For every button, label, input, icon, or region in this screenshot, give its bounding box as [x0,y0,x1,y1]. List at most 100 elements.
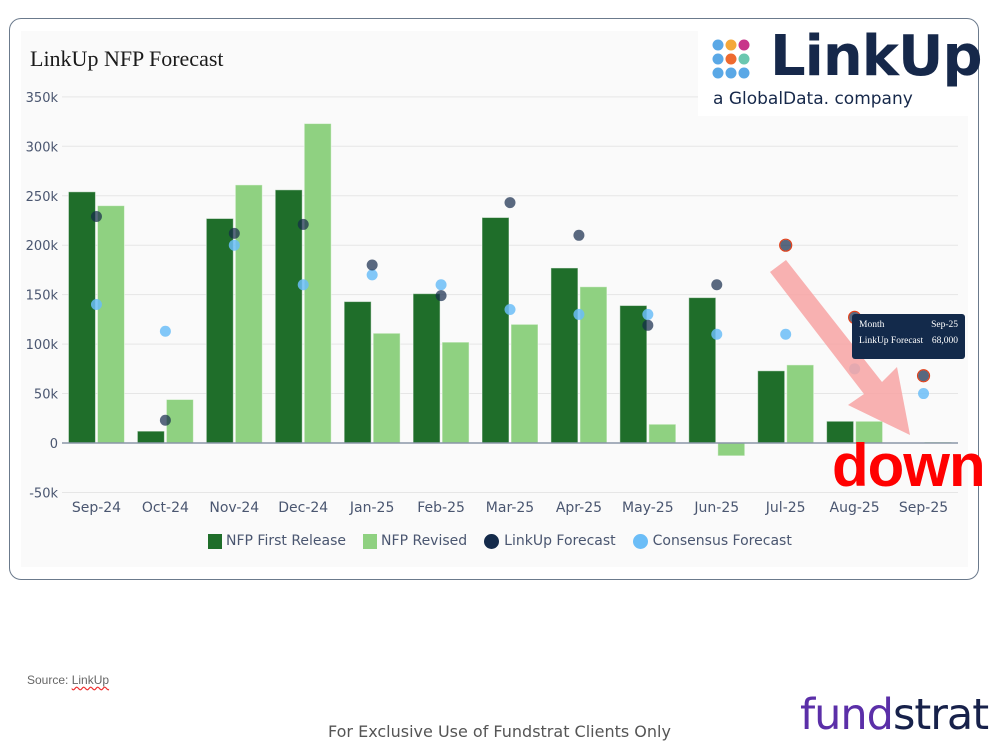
legend-dot-icon [484,533,500,549]
y-tick-label: 150k [26,289,59,304]
linkup-forecast-point [642,319,654,331]
x-tick-label: Jul-25 [765,500,806,516]
legend-label: NFP Revised [381,533,468,549]
linkup-forecast-point [573,229,585,241]
highlight-ring-icon [916,369,931,383]
linkup-forecast-point [918,370,930,382]
bar-first-release [274,189,303,444]
linkup-forecast-point [780,239,792,251]
bar-first-release [481,217,510,444]
x-tick-label: Sep-25 [899,500,948,516]
legend-item-linkup-forecast[interactable]: LinkUp Forecast [484,533,616,549]
x-tick-label: Feb-25 [417,500,465,516]
bar-first-release [757,370,786,444]
legend-swatch-icon [208,533,222,549]
consensus-forecast-point [228,239,240,251]
bar-revised [717,442,746,457]
legend-label: Consensus Forecast [652,533,792,549]
x-tick-label: Sep-24 [72,500,121,516]
linkup-forecast-point [711,279,723,291]
fundstrat-logo: fundstrat [800,694,989,737]
highlight-ring-icon [779,238,793,252]
linkup-forecast-point [228,227,240,239]
consensus-forecast-point [366,269,378,281]
source-prefix: Source: [27,673,69,687]
bar-revised [165,398,194,444]
linkup-forecast-point [159,414,171,426]
down-annotation: down [832,432,986,499]
bar-revised [648,423,677,444]
hover-tooltip: Month Sep-25 LinkUp Forecast 68,000 [852,314,965,359]
bar-revised [510,323,539,444]
bar-revised [579,286,608,444]
legend-dot-icon [632,533,648,549]
chart-title: LinkUp NFP Forecast [30,46,224,71]
source-link[interactable]: LinkUp [71,673,110,687]
legend-item-revised[interactable]: NFP Revised [363,533,467,549]
consensus-forecast-point [642,308,654,320]
bar-revised [303,123,332,444]
consensus-forecast-point [297,279,309,291]
y-tick-label: 350k [26,91,59,106]
y-tick-label: 100k [26,338,59,353]
linkup-logo-tagline: a GlobalData. company [713,89,913,109]
source-note: Source: LinkUp [27,673,109,687]
consensus-forecast-point [159,325,171,337]
linkup-forecast-point [366,259,378,271]
linkup-logo-text: LinkUp [770,24,983,89]
consensus-forecast-point [780,328,792,340]
bar-first-release [688,297,717,444]
tooltip-forecast-label: LinkUp Forecast [859,336,924,346]
tooltip-month-value: Sep-25 [931,320,958,330]
bar-first-release [412,293,441,444]
x-tick-label: Nov-24 [209,500,259,516]
bar-first-release [136,430,165,444]
chart-plot-area: -50k 0 50k 100k 150k 200k 250k 300k 350k Sep-24 Oc… [26,91,958,516]
y-tick-label: 300k [26,140,59,155]
bar-first-release [67,191,96,444]
x-tick-label: Oct-24 [142,500,189,516]
consensus-forecast-point [711,328,723,340]
legend-label: NFP First Release [226,533,347,549]
bar-first-release [205,217,234,444]
linkup-forecast-point [297,218,309,230]
x-tick-label: Dec-24 [278,500,328,516]
legend-item-consensus-forecast[interactable]: Consensus Forecast [632,533,792,549]
bar-revised [96,205,125,444]
consensus-forecast-point [918,388,930,400]
bar-first-release [343,301,372,444]
x-tick-label: Jan-25 [349,500,394,516]
x-tick-label: Apr-25 [556,500,602,516]
linkup-dots-icon [712,39,750,79]
disclaimer: For Exclusive Use of Fundstrat Clients O… [328,722,671,741]
consensus-forecast-point [90,299,102,311]
x-tick-label: Jun-25 [693,500,739,516]
y-tick-label: 250k [26,190,59,205]
chart-legend: NFP First Release NFP Revised LinkUp For… [208,533,809,549]
consensus-forecast-point [504,303,516,315]
consensus-forecast-point [435,279,447,291]
tooltip-month-label: Month [859,320,885,330]
consensus-forecast-point [573,308,585,320]
bar-revised [234,184,263,444]
bar-first-release [619,305,648,444]
down-arrow-icon [770,260,910,435]
linkup-logo [698,30,968,116]
bar-revised [372,332,401,444]
y-tick-label: 0 [50,437,58,452]
x-tick-label: Aug-25 [830,500,880,516]
linkup-forecast-point [435,290,447,302]
tooltip-forecast-value: 68,000 [931,336,958,346]
bar-revised [441,341,470,444]
fundstrat-logo-part2: strat [892,690,989,740]
legend-item-first-release[interactable]: NFP First Release [208,533,346,549]
linkup-forecast-point [90,211,102,223]
linkup-forecast-point [504,197,516,209]
x-tick-label: Mar-25 [486,500,534,516]
legend-swatch-icon [363,533,378,549]
fundstrat-logo-part1: fund [800,690,894,740]
y-tick-label: 50k [34,388,59,403]
bar-first-release [550,267,579,444]
legend-label: LinkUp Forecast [504,533,616,549]
x-tick-label: May-25 [622,500,674,516]
